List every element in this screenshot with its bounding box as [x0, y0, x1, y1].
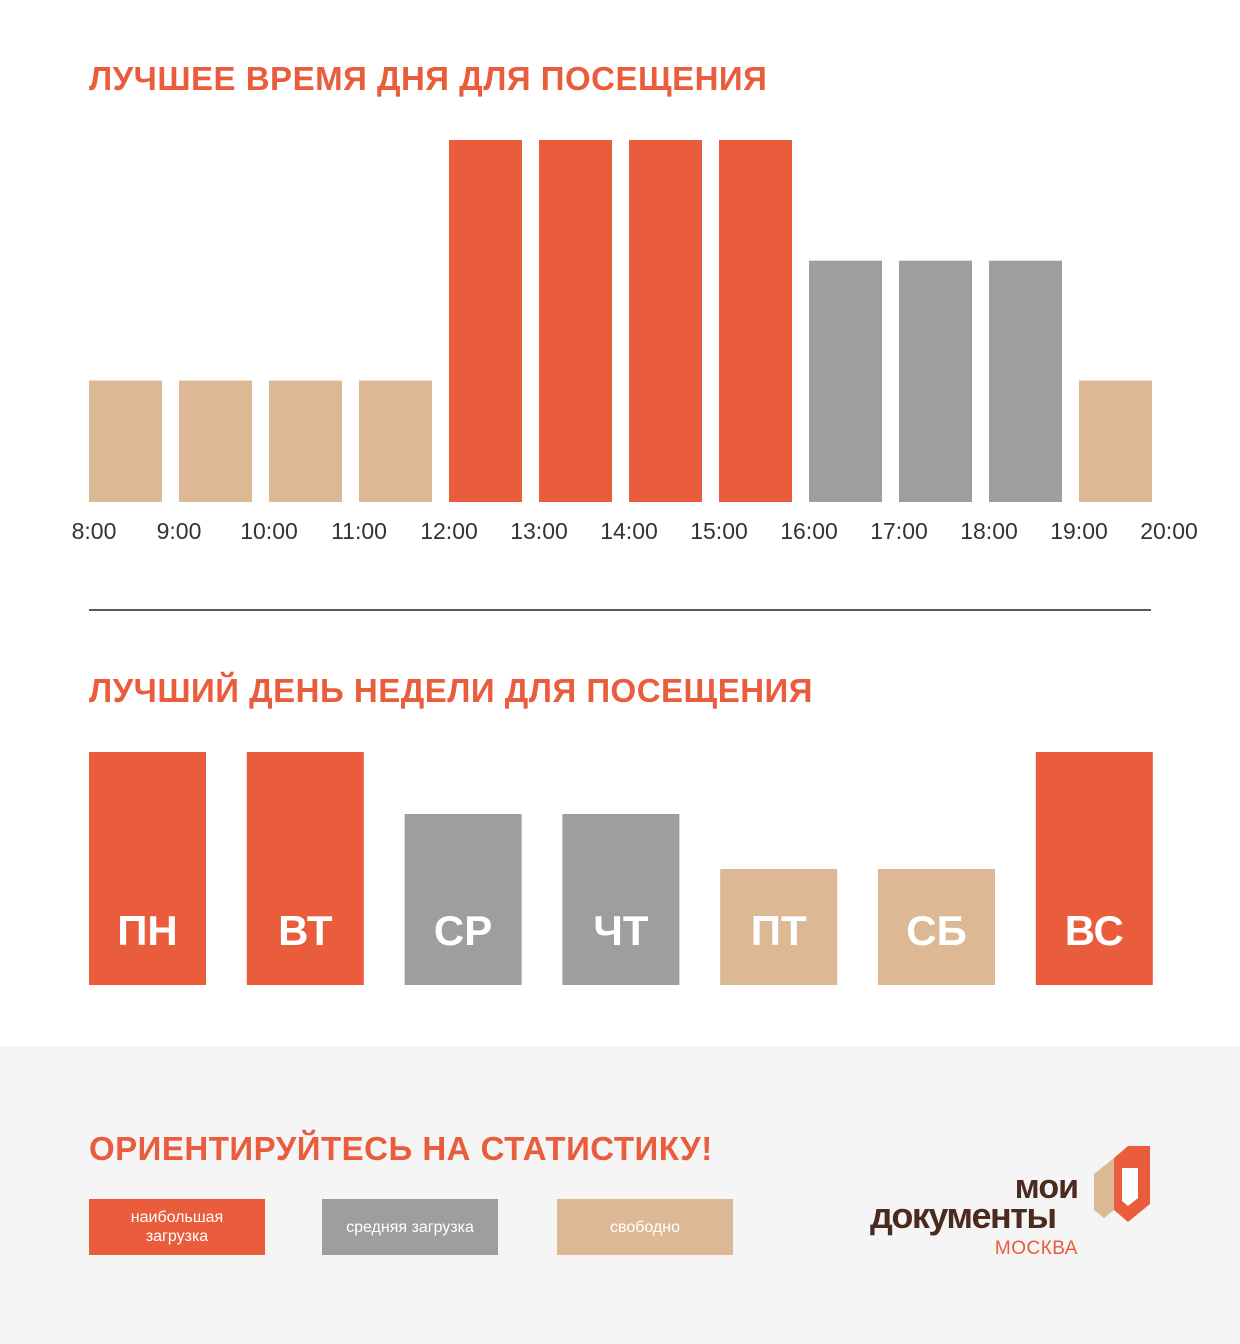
day-bar-6 — [878, 869, 995, 985]
hour-tick-label: 11:00 — [331, 518, 387, 544]
legend-free-label: свободно — [610, 1218, 680, 1236]
hour-tick-label: 10:00 — [240, 518, 298, 544]
footer-title: ОРИЕНТИРУЙТЕСЬ НА СТАТИСТИКУ! — [89, 1130, 713, 1167]
hours-chart-title: ЛУЧШЕЕ ВРЕМЯ ДНЯ ДЛЯ ПОСЕЩЕНИЯ — [89, 60, 768, 97]
hour-bar-1300 — [539, 140, 612, 502]
day-label: ПН — [117, 907, 178, 954]
hour-tick-label: 13:00 — [510, 518, 568, 544]
days-bar-chart: ПН ВТ СР ЧТ ПТ СБ ВС — [89, 752, 1153, 985]
hour-tick-label: 19:00 — [1050, 518, 1108, 544]
hour-bar-1800 — [989, 260, 1062, 502]
hour-bar-1000 — [269, 380, 342, 502]
hour-tick-label: 17:00 — [870, 518, 928, 544]
hour-bar-1700 — [899, 260, 972, 502]
day-bar-3 — [404, 814, 522, 985]
hour-tick-label: 18:00 — [960, 518, 1018, 544]
day-label: ПТ — [751, 907, 807, 954]
hour-bar-1200 — [449, 140, 522, 502]
hour-bar-1400 — [629, 140, 702, 502]
logo-text-moskva: МОСКВА — [994, 1238, 1078, 1259]
day-label: СР — [434, 907, 492, 954]
day-label: ЧТ — [593, 907, 649, 954]
day-label: ВТ — [278, 907, 333, 954]
legend-busy: наибольшая загрузка — [89, 1199, 265, 1255]
day-bar-7 — [1035, 752, 1153, 985]
day-bar-2 — [246, 752, 364, 985]
hour-tick-label: 16:00 — [780, 518, 838, 544]
hour-tick-label: 9:00 — [157, 518, 202, 544]
legend-medium-label: средняя загрузка — [346, 1218, 474, 1236]
hour-tick-label: 12:00 — [420, 518, 478, 544]
hour-bar-1600 — [809, 260, 882, 502]
hour-bar-800 — [89, 380, 162, 502]
hour-bar-1100 — [359, 380, 432, 502]
days-chart-title: ЛУЧШИЙ ДЕНЬ НЕДЕЛИ ДЛЯ ПОСЕЩЕНИЯ — [89, 672, 813, 709]
hour-tick-label: 14:00 — [600, 518, 658, 544]
footer-panel: ОРИЕНТИРУЙТЕСЬ НА СТАТИСТИКУ! наибольшая… — [0, 1046, 1240, 1344]
day-bar-1 — [89, 752, 206, 985]
logo-text-moi: мои — [1014, 1168, 1079, 1206]
hour-bar-1900 — [1079, 380, 1152, 502]
moi-dokumenty-logo: мои документы МОСКВА — [870, 1146, 1160, 1266]
hour-tick-label: 8:00 — [72, 518, 117, 544]
legend-medium: средняя загрузка — [322, 1199, 498, 1255]
day-label: СБ — [906, 907, 967, 954]
day-bar-5 — [720, 869, 838, 985]
day-bar-4 — [562, 814, 680, 985]
hour-tick-label: 20:00 — [1140, 518, 1198, 544]
hour-tick-label: 15:00 — [690, 518, 748, 544]
legend-free: свободно — [557, 1199, 733, 1255]
legend-busy-label: наибольшая загрузка — [130, 1209, 224, 1245]
logo-emblem-icon — [1094, 1146, 1150, 1222]
section-divider — [89, 609, 1151, 611]
hour-bar-1500 — [719, 140, 792, 502]
hours-bar-chart: 8:00 9:00 10:00 11:00 12:00 13:00 14:00 15:00 16… — [72, 140, 1198, 544]
day-label: ВС — [1065, 907, 1124, 954]
logo-text-dokumenty: документы — [870, 1195, 1057, 1236]
hour-bar-900 — [179, 380, 252, 502]
